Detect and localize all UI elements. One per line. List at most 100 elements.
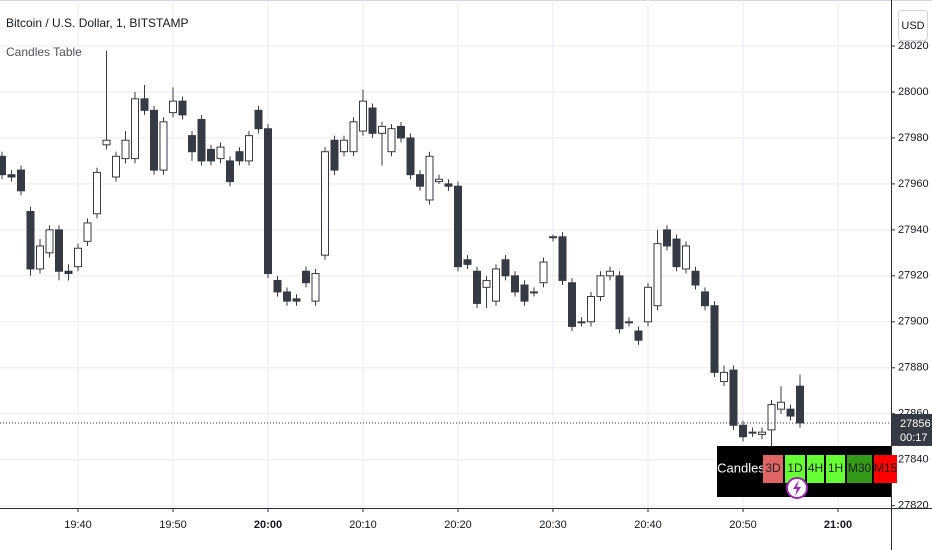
candle-body <box>197 119 206 162</box>
candle-body <box>378 125 386 134</box>
table-cell-label: 4H <box>808 461 823 475</box>
candle-body <box>425 155 434 201</box>
countdown-label: 00:17 <box>900 432 928 444</box>
candle-body <box>625 321 633 324</box>
table-cell <box>763 455 783 483</box>
candle-body <box>7 174 16 178</box>
y-tick-label: 27960 <box>898 178 929 190</box>
candle-body <box>0 155 6 176</box>
candle-body <box>311 273 320 302</box>
candle-body <box>340 139 348 153</box>
candle-body <box>568 282 576 327</box>
candle-body <box>387 128 396 153</box>
candle-body <box>786 408 795 417</box>
x-tick-label: 20:30 <box>539 519 567 531</box>
candles <box>0 50 804 449</box>
candle-body <box>530 291 538 294</box>
candle-body <box>454 185 462 268</box>
candle-body <box>264 128 272 275</box>
candle-body <box>36 245 44 270</box>
y-tick-label: 28000 <box>898 86 929 98</box>
badge-icon[interactable] <box>793 480 801 496</box>
candle-body <box>55 229 63 272</box>
candle-body <box>558 236 567 281</box>
y-tick-label: 27880 <box>898 362 929 374</box>
candle-body <box>64 270 73 275</box>
candle-body <box>17 169 25 192</box>
candle-body <box>359 100 367 132</box>
currency-button[interactable] <box>898 10 928 41</box>
candle-body <box>729 369 738 426</box>
candle-body <box>463 259 472 265</box>
candle-body <box>368 107 377 134</box>
candle-body <box>435 178 443 183</box>
candle-body <box>245 135 253 162</box>
candle-body <box>226 160 234 183</box>
candle-body <box>178 100 187 116</box>
table-cell <box>807 455 824 483</box>
candle-body <box>644 286 652 323</box>
table-title: Candles <box>717 460 765 475</box>
x-tick-label: 20:40 <box>634 519 662 531</box>
candle-body <box>587 296 595 323</box>
candle-body <box>321 151 329 256</box>
candle-body <box>549 236 557 239</box>
y-tick-label: 27820 <box>898 500 929 512</box>
x-tick-label: 20:00 <box>254 519 282 531</box>
candle-body <box>93 171 101 215</box>
table-cell-label: 1D <box>787 461 803 475</box>
candle-body <box>482 279 491 288</box>
y-tick-label: 27900 <box>898 316 929 328</box>
candle-body <box>26 210 35 270</box>
x-tick-label: 19:40 <box>64 519 92 531</box>
candle-body <box>663 229 671 247</box>
candle-body <box>397 125 405 139</box>
y-tick-label: 27840 <box>898 454 929 466</box>
indicator-name: Candles Table <box>6 45 82 59</box>
last-price-box <box>892 413 932 446</box>
candle-body <box>701 291 709 307</box>
table-cell <box>826 455 845 483</box>
currency-label[interactable]: USD <box>901 20 924 32</box>
candle-body <box>511 275 519 293</box>
candle-body <box>188 135 196 153</box>
table-cell-label: 1H <box>828 461 843 475</box>
candle-body <box>235 151 244 162</box>
candle-body <box>416 174 424 187</box>
x-tick-label: 19:50 <box>159 519 187 531</box>
candle-body <box>606 270 614 277</box>
candle-body <box>121 139 130 160</box>
x-tick-label: 21:00 <box>824 519 852 531</box>
candle-body <box>520 284 529 302</box>
candle-body <box>216 146 225 160</box>
candle-body <box>150 109 158 171</box>
y-tick-label: 27920 <box>898 270 929 282</box>
table-cell-label: M30 <box>848 461 872 475</box>
candle-body <box>777 401 785 410</box>
table-cell-label: 3D <box>765 461 781 475</box>
candle-body <box>767 404 776 431</box>
candle-body <box>112 155 120 178</box>
candle-body <box>473 270 481 304</box>
candle-body <box>596 275 605 298</box>
candle-body <box>283 291 291 302</box>
table-cell <box>847 455 872 483</box>
x-tick-label: 20:50 <box>729 519 757 531</box>
candle-body <box>710 305 719 373</box>
candle-body <box>739 424 747 438</box>
candle-body <box>615 275 624 330</box>
candle-body <box>682 245 690 270</box>
candle-body <box>83 222 92 242</box>
candle-body <box>653 243 662 307</box>
candle-body <box>330 139 339 171</box>
candle-body <box>492 268 500 302</box>
last-price-label: 27856 <box>900 418 931 430</box>
candle-body <box>539 261 548 284</box>
table-cell-label: M15 <box>874 461 898 475</box>
candle-body <box>45 229 54 254</box>
table-cell <box>874 455 897 483</box>
candle-body <box>691 270 700 286</box>
candles-table: Candles 3D 1D 4H 1H M30 M15 <box>717 446 898 499</box>
candle-body <box>634 330 643 341</box>
table-cell <box>785 455 805 483</box>
